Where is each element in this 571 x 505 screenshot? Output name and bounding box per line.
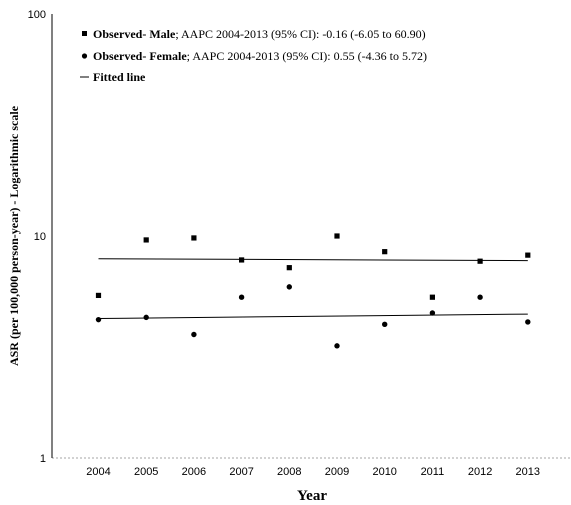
point-male-2011: [429, 294, 435, 300]
x-tick-label-2013: 2013: [516, 466, 540, 478]
point-male-2010: [382, 249, 388, 255]
legend-female-name: Observed- Female: [93, 49, 187, 63]
point-male-2008: [286, 265, 292, 271]
point-female-2009: [334, 343, 340, 349]
fitted-line-female: [98, 313, 528, 319]
point-female-2004: [95, 316, 102, 323]
x-tick-label-2007: 2007: [229, 466, 253, 478]
point-female-2008: [286, 284, 292, 290]
x-tick-label-2012: 2012: [468, 466, 492, 478]
x-tick-label-2008: 2008: [277, 466, 301, 478]
legend-male-text: Observed- Male; AAPC 2004-2013 (95% CI):…: [93, 27, 426, 41]
x-tick-label-2009: 2009: [325, 466, 349, 478]
legend-male-detail: ; AAPC 2004-2013 (95% CI): -0.16 (-6.05 …: [175, 27, 425, 41]
x-tick-label-2005: 2005: [134, 466, 158, 478]
point-female-2013: [525, 319, 531, 325]
data-markers: [95, 233, 531, 349]
point-male-2004: [95, 292, 102, 299]
point-male-2006: [191, 235, 197, 241]
x-tick-label-2011: 2011: [421, 466, 445, 478]
legend-female-marker: [81, 53, 88, 59]
point-female-2011: [429, 310, 436, 316]
point-male-2005: [143, 237, 149, 243]
point-female-2010: [382, 321, 388, 328]
x-axis-title: Year: [297, 488, 327, 504]
point-male-2009: [334, 233, 340, 239]
x-tick-label-2010: 2010: [372, 466, 396, 478]
x-tick-label-2006: 2006: [182, 466, 206, 478]
point-female-2007: [238, 294, 245, 300]
legend: Observed- Male; AAPC 2004-2013 (95% CI):…: [80, 27, 427, 84]
legend-female-detail: ; AAPC 2004-2013 (95% CI): 0.55 (-4.36 t…: [187, 49, 427, 63]
point-male-2013: [525, 252, 531, 258]
y-tick-label-100: 100: [28, 9, 46, 21]
point-female-2006: [191, 331, 197, 338]
x-tick-label-2004: 2004: [86, 466, 110, 478]
legend-fitted-line-text: Fitted line: [93, 70, 146, 84]
y-tick-label-1: 1: [40, 453, 46, 465]
point-male-2007: [239, 257, 245, 263]
y-tick-label-10: 10: [34, 231, 46, 243]
y-axis-title: ASR (per 100,000 person-year) - Logarith…: [7, 105, 21, 366]
legend-female-text: Observed- Female; AAPC 2004-2013 (95% CI…: [93, 49, 427, 63]
legend-male-marker: [82, 31, 87, 36]
fitted-line-male: [98, 258, 528, 262]
fitted-lines: [98, 258, 528, 319]
point-female-2012: [477, 294, 483, 300]
point-female-2005: [143, 314, 149, 321]
x-tick-labels: 2004 2005 2006 2007 2008 2009 2010 2011 2012 2013: [86, 466, 540, 478]
point-male-2012: [477, 258, 483, 264]
legend-male-name: Observed- Male: [93, 27, 176, 41]
